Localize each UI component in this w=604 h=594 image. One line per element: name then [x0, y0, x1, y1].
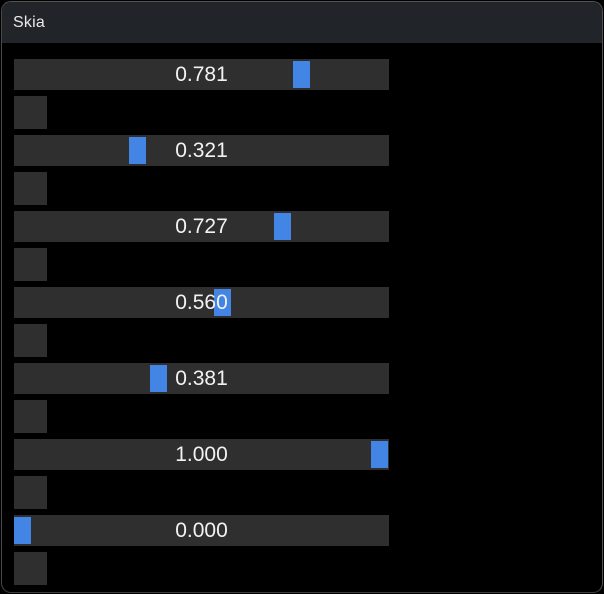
slider-thumb[interactable] [273, 213, 291, 240]
slider-row: 0.560 [14, 287, 389, 357]
slider-thumb[interactable] [14, 517, 31, 544]
slider-row: 0.781 [14, 59, 389, 129]
mini-box[interactable] [14, 324, 47, 357]
slider-track[interactable]: 0.560 [14, 287, 389, 318]
slider-thumb[interactable] [292, 61, 310, 88]
mini-box[interactable] [14, 248, 47, 281]
slider-row: 0.727 [14, 211, 389, 281]
mini-box[interactable] [14, 172, 47, 205]
slider-thumb[interactable] [371, 441, 388, 468]
slider-row: 0.381 [14, 363, 389, 433]
slider-list: 0.781 0.321 0.727 0.560 0.381 [2, 59, 602, 585]
slider-value: 0.560 [175, 291, 228, 314]
slider-value: 0.321 [175, 139, 228, 162]
mini-box[interactable] [14, 96, 47, 129]
slider-value: 0.000 [175, 519, 228, 542]
slider-track[interactable]: 0.727 [14, 211, 389, 242]
slider-track[interactable]: 1.000 [14, 439, 389, 470]
window-title: Skia [13, 13, 45, 31]
slider-thumb[interactable] [128, 137, 146, 164]
slider-track[interactable]: 0.381 [14, 363, 389, 394]
slider-row: 0.321 [14, 135, 389, 205]
slider-track[interactable]: 0.781 [14, 59, 389, 90]
slider-value: 0.781 [175, 63, 228, 86]
mini-box[interactable] [14, 400, 47, 433]
slider-value: 0.727 [175, 215, 228, 238]
slider-row: 0.000 [14, 515, 389, 585]
title-bar[interactable]: Skia [2, 2, 602, 43]
mini-box[interactable] [14, 476, 47, 509]
slider-track[interactable]: 0.000 [14, 515, 389, 546]
content-area: 0.781 0.321 0.727 0.560 0.381 [2, 43, 602, 585]
slider-row: 1.000 [14, 439, 389, 509]
slider-value: 0.381 [175, 367, 228, 390]
slider-thumb[interactable] [213, 289, 231, 316]
slider-track[interactable]: 0.321 [14, 135, 389, 166]
slider-thumb[interactable] [150, 365, 168, 392]
slider-value: 1.000 [175, 443, 228, 466]
mini-box[interactable] [14, 552, 47, 585]
